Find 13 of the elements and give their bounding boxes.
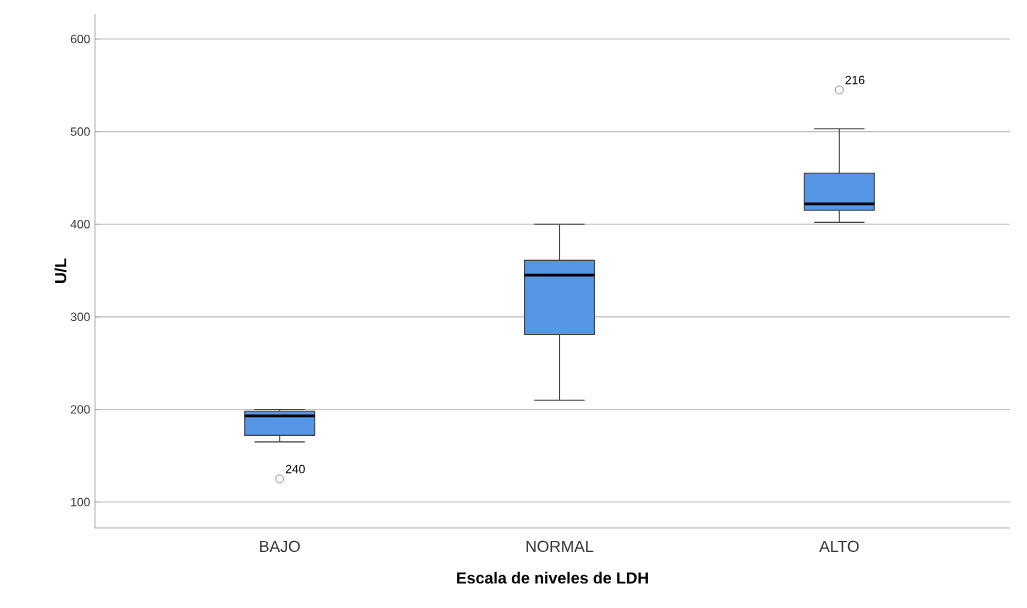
x-tick-label: BAJO (260, 540, 300, 553)
annotation: 216 (845, 75, 865, 85)
y-axis-title: U/L (54, 258, 67, 283)
annotation: 240 (285, 464, 305, 474)
y-tick-label: 300 (70, 312, 90, 322)
x-tick-label: ALTO (819, 540, 859, 553)
x-axis-title: Escala de niveles de LDH (457, 571, 648, 584)
y-tick-label: 100 (71, 497, 90, 507)
y-tick-label: 600 (70, 34, 90, 44)
x-tick-label: NORMAL (526, 540, 594, 553)
y-tick-label: 500 (70, 127, 90, 136)
y-tick-label: 200 (70, 405, 90, 414)
y-tick-label: 400 (70, 219, 90, 229)
